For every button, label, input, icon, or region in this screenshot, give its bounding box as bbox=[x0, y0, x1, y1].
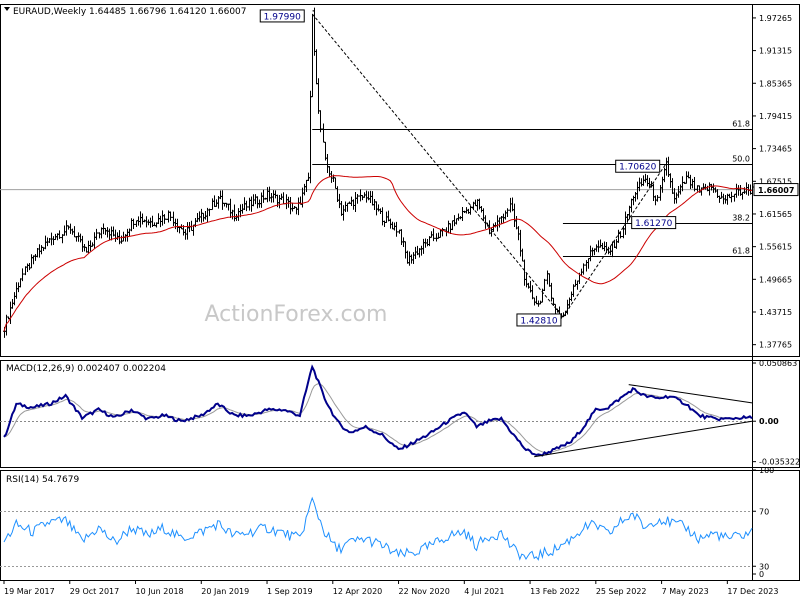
axes: 1.97265 1.91315 1.85365 1.79415 1.73465 1.675… bbox=[3, 14, 799, 596]
current-price-tag-text: 1.66007 bbox=[758, 186, 794, 195]
x-tick-label: 12 Apr 2020 bbox=[333, 587, 382, 596]
x-tick-label: 22 Nov 2020 bbox=[399, 587, 450, 596]
rsi-y-tick-label: 100 bbox=[759, 466, 774, 475]
price-y-tick-label: 1.67515 bbox=[759, 177, 792, 186]
price-y-tick-label: 1.55615 bbox=[759, 243, 792, 252]
price-title: EURAUD,Weekly 1.64485 1.66796 1.64120 1.… bbox=[4, 7, 247, 17]
watermark-layer: ActionForex.com bbox=[205, 302, 388, 327]
fib-level-label: 38.2 bbox=[732, 214, 750, 223]
rsi-y-tick-label: 30 bbox=[759, 562, 769, 571]
rsi-panel: 100 70 300 bbox=[0, 466, 774, 579]
moving-average bbox=[3, 175, 753, 332]
price-trendline bbox=[311, 13, 564, 318]
fib-level-label: 61.8 bbox=[732, 120, 750, 129]
x-tick-label: 7 May 2023 bbox=[662, 587, 709, 596]
x-tick-label: 19 Mar 2017 bbox=[4, 587, 55, 596]
rsi-line bbox=[3, 496, 753, 561]
macd-panel: 0.050863 0.00 -0.035322 bbox=[0, 359, 800, 467]
swing-label-text: 1.61270 bbox=[635, 219, 672, 229]
macd-trendline bbox=[534, 420, 753, 458]
swing-label-box bbox=[516, 313, 562, 327]
price-y-tick-label: 1.49665 bbox=[759, 275, 792, 284]
rsi-y-tick-label: 0 bbox=[759, 570, 764, 579]
fib-level-label: 50.0 bbox=[732, 155, 750, 164]
chevron-down-icon bbox=[4, 7, 10, 11]
current-price-tag bbox=[753, 183, 799, 197]
x-tick-label: 20 Jan 2019 bbox=[201, 587, 249, 596]
price-y-tick-label: 1.85365 bbox=[759, 79, 792, 88]
macd-y-tick-label: 0.00 bbox=[759, 417, 779, 426]
price-y-tick-label: 1.37765 bbox=[759, 341, 792, 350]
swing-label-text: 1.42810 bbox=[520, 316, 557, 326]
price-y-tick-label: 1.43715 bbox=[759, 308, 792, 317]
swing-label-text: 1.97990 bbox=[264, 12, 301, 22]
price-title-text: EURAUD,Weekly 1.64485 1.66796 1.64120 1.… bbox=[13, 7, 247, 17]
price-y-tick-label: 1.73465 bbox=[759, 145, 792, 154]
x-tick-label: 29 Oct 2017 bbox=[70, 587, 119, 596]
price-y-tick-label: 1.91315 bbox=[759, 47, 792, 56]
price-y-tick-label: 1.79415 bbox=[759, 112, 792, 121]
macd-line bbox=[3, 364, 753, 457]
trendlines bbox=[311, 13, 667, 318]
x-tick-label: 13 Feb 2022 bbox=[530, 587, 580, 596]
x-tick-label: 17 Dec 2023 bbox=[727, 587, 778, 596]
rsi-y-tick-label: 70 bbox=[759, 507, 769, 516]
price-trendline bbox=[562, 163, 667, 318]
swing-label-box bbox=[259, 9, 305, 23]
swing-label-box bbox=[615, 159, 661, 173]
x-tick-label: 1 Sep 2019 bbox=[267, 587, 313, 596]
watermark: ActionForex.com bbox=[205, 302, 388, 327]
macd-y-tick-label: 0.050863 bbox=[759, 359, 797, 368]
x-tick-label: 4 Jul 2021 bbox=[464, 587, 504, 596]
macd-signal-line bbox=[3, 383, 753, 453]
swing-label-text: 1.70620 bbox=[619, 163, 656, 173]
price-y-tick-label: 1.61565 bbox=[759, 210, 792, 219]
macd-y-tick-label: -0.035322 bbox=[759, 458, 800, 467]
swing-label-box bbox=[631, 216, 677, 230]
swing-labels: 1.97990 1.70620 1.61270 1.42810 bbox=[259, 9, 677, 327]
fib-level-label: 61.8 bbox=[732, 247, 750, 256]
macd-trendline bbox=[628, 384, 753, 404]
x-tick-label: 10 Jun 2018 bbox=[136, 587, 184, 596]
price-y-tick-label: 1.97265 bbox=[759, 14, 792, 23]
rsi-title: RSI(14) 54.7679 bbox=[6, 475, 79, 485]
moving-average-line bbox=[3, 175, 753, 332]
macd-title: MACD(12,26,9) 0.002407 0.002204 bbox=[6, 364, 166, 374]
x-tick-label: 25 Sep 2022 bbox=[596, 587, 647, 596]
